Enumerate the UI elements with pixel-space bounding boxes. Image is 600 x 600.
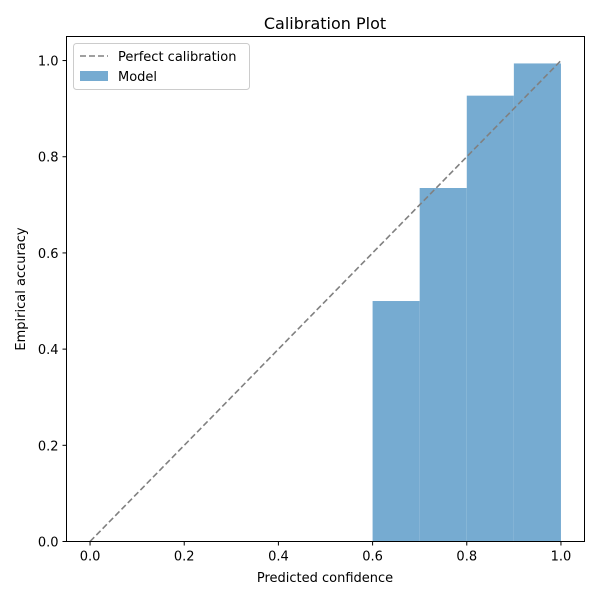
y-tick-label-3: 0.6 [38,247,59,262]
x-tick-label-1: 0.2 [174,550,195,565]
bar-model-bin-1 [419,188,467,542]
legend-label-model: Model [118,70,157,85]
x-tick-label-2: 0.4 [268,550,289,565]
y-tick-label-2: 0.4 [38,343,59,358]
legend: Perfect calibration Model [73,43,250,90]
y-axis-label: Empirical accuracy [14,227,29,351]
chart-title: Calibration Plot [264,14,386,33]
y-tick-label-5: 1.0 [38,55,59,70]
legend-swatch-model [80,71,108,81]
bar-model-bin-0 [372,301,420,542]
x-tick-label-5: 1.0 [551,550,572,565]
plot-frame [66,36,585,542]
x-tick-label-3: 0.6 [362,550,383,565]
legend-label-perfect-calibration: Perfect calibration [118,50,236,65]
x-tick-label-4: 0.8 [456,550,477,565]
bar-model-bin-3 [513,63,561,542]
ticks-layer: 0.0 0.2 0.4 0.6 0.8 1.0 0.0 0.2 0.4 0.6 0.8 1.0 [38,55,571,565]
y-tick-label-0: 0.0 [38,536,59,551]
lines-layer [89,59,562,543]
bar-model-bin-2 [466,95,514,542]
bars-layer [372,63,561,542]
x-axis-label: Predicted confidence [257,571,393,586]
y-tick-label-4: 0.8 [38,151,59,166]
line-perfect-calibration [89,59,562,543]
x-tick-label-0: 0.0 [80,550,101,565]
legend-box [73,43,250,90]
y-tick-label-1: 0.2 [38,439,59,454]
